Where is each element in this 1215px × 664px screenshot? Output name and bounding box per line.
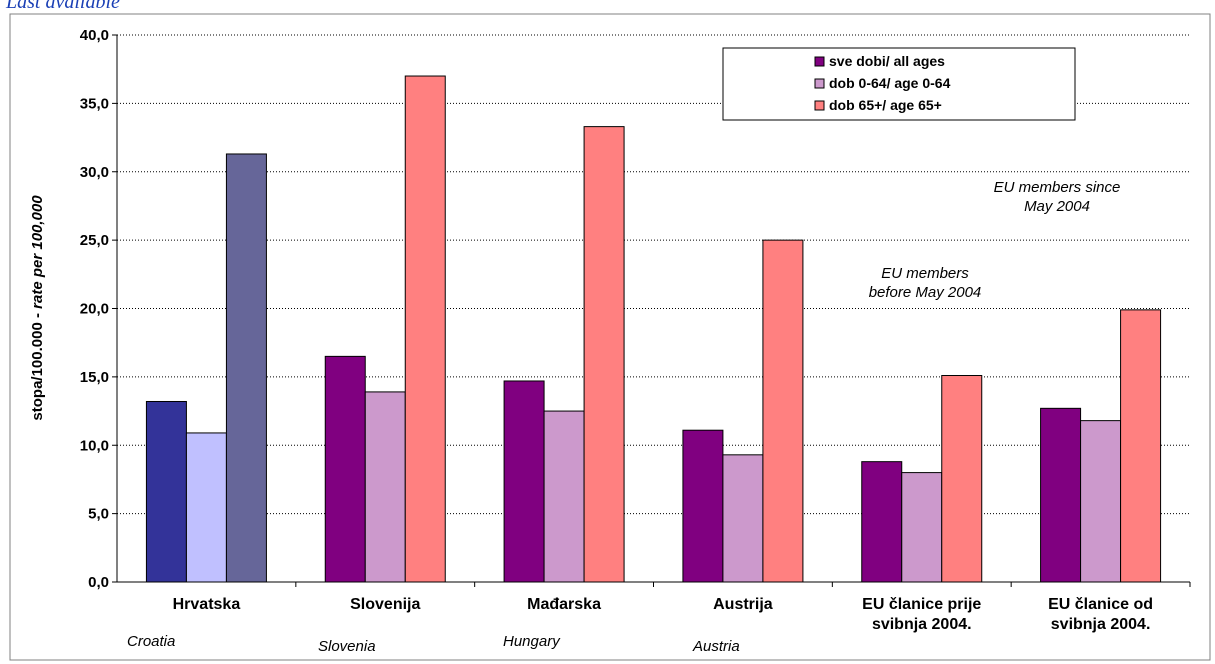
bar [722, 454, 764, 583]
y-tick-label: 40,0 [80, 27, 109, 44]
bar [901, 472, 943, 583]
bar [324, 355, 366, 583]
bar [1040, 407, 1082, 583]
annotation-line: May 2004 [1024, 198, 1090, 215]
bar [503, 380, 545, 583]
y-tick-label: 20,0 [80, 301, 109, 318]
bar [1120, 309, 1162, 583]
legend: sve dobi/ all ages dob 0-64/ age 0-64 dob … [722, 47, 1076, 121]
legend-swatch [814, 100, 825, 111]
bar [404, 75, 446, 583]
x-category-label: Mađarska [527, 596, 601, 613]
annotations: EU members since May 2004 EU members before… [869, 179, 1121, 301]
x-category-sublabel: Hungary [503, 633, 561, 650]
y-tick-label: 30,0 [80, 164, 109, 181]
y-axis-label-italic: rate per 100,000 [29, 195, 46, 309]
y-axis-label-main: stopa/100.000 - [29, 309, 46, 421]
x-category-label: svibnja 2004. [1051, 616, 1151, 633]
bar [145, 400, 187, 583]
annotation-line: EU members [881, 265, 969, 282]
annotation-line: EU members since [994, 179, 1121, 196]
x-category-label: Austrija [713, 596, 773, 613]
legend-swatch [814, 56, 825, 67]
y-tick-label: 10,0 [80, 437, 109, 454]
bar [762, 239, 804, 583]
legend-box [722, 47, 1076, 121]
y-tick-label: 25,0 [80, 232, 109, 249]
y-tick-label: 0,0 [88, 574, 109, 591]
y-tick-labels: 0,0 5,0 10,0 15,0 20,0 25,0 30,0 35,0 40,0 [80, 27, 117, 591]
top-caption: Last available [5, 0, 120, 13]
x-category-sublabel: Austria [692, 638, 740, 655]
bar [364, 391, 406, 583]
bar [941, 375, 983, 583]
legend-label: dob 65+/ age 65+ [829, 97, 942, 113]
x-category-label: svibnja 2004. [872, 616, 972, 633]
annotation-line: before May 2004 [869, 284, 982, 301]
y-axis-label: stopa/100.000 - rate per 100,000 [29, 195, 46, 421]
bar [583, 126, 625, 583]
bar [185, 432, 227, 583]
x-category-label: Hrvatska [173, 596, 241, 613]
x-category-labels: Hrvatska Croatia Slovenija Slovenia Mađarska… [127, 582, 1191, 655]
x-category-sublabel: Slovenia [318, 638, 376, 655]
y-tick-label: 35,0 [80, 95, 109, 112]
x-category-label: EU članice prije [862, 596, 981, 613]
bar [1080, 420, 1122, 583]
bar [861, 461, 903, 583]
bars [145, 75, 1162, 583]
x-category-label: Slovenija [350, 596, 420, 613]
y-tick-label: 15,0 [80, 369, 109, 386]
legend-label: sve dobi/ all ages [829, 53, 945, 69]
y-tick-label: 5,0 [88, 506, 109, 523]
bar [225, 153, 267, 583]
x-category-label: EU članice od [1048, 596, 1153, 613]
legend-label: dob 0-64/ age 0-64 [829, 75, 951, 91]
legend-swatch [814, 78, 825, 89]
bar [682, 429, 724, 583]
bar [543, 410, 585, 583]
x-category-sublabel: Croatia [127, 633, 175, 650]
